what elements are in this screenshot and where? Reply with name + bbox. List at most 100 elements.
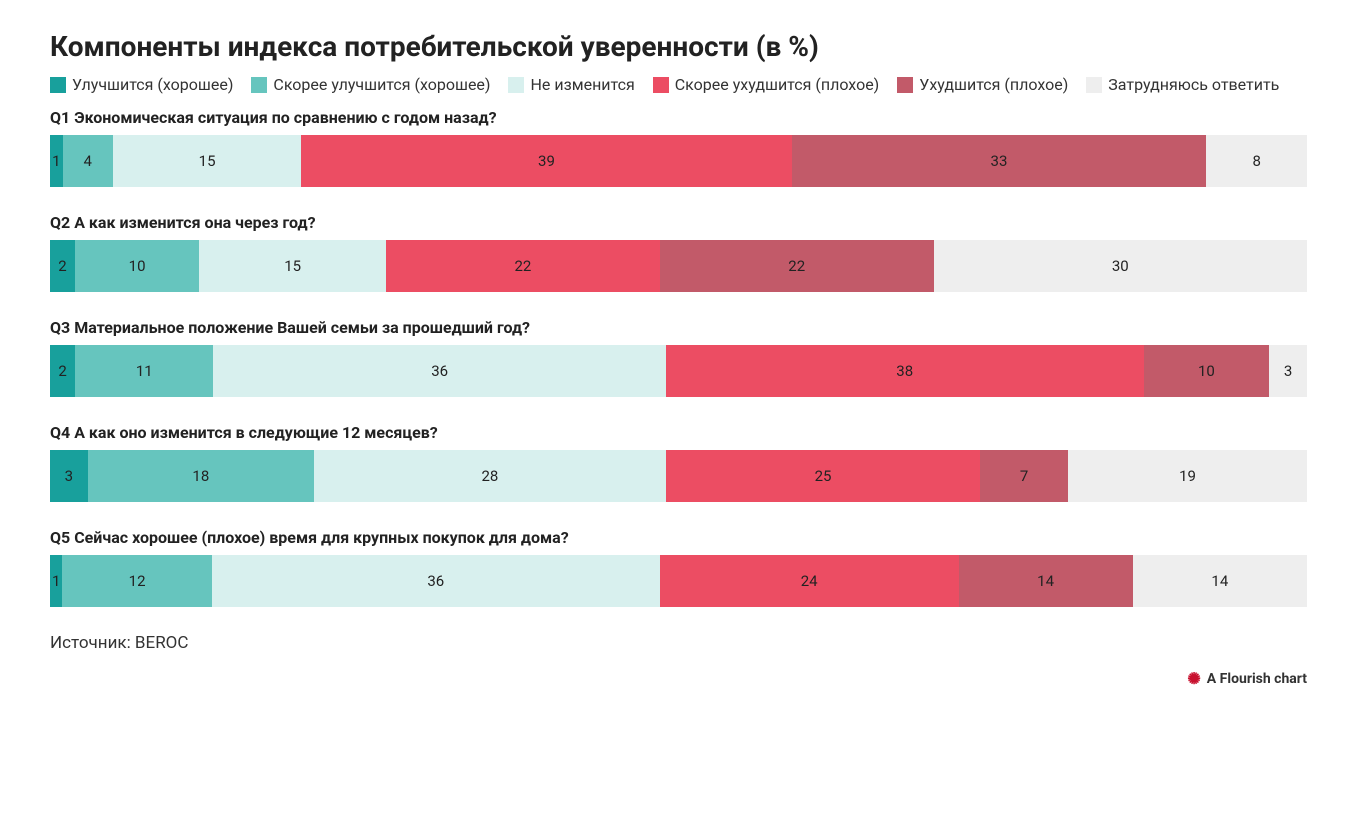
question-label: Q5 Сейчас хорошее (плохое) время для кру… (50, 528, 1307, 547)
bar-segment: 24 (660, 555, 959, 607)
bar-segment: 28 (314, 450, 666, 502)
bar-segment-value: 3 (65, 467, 73, 485)
bar-segment: 7 (980, 450, 1068, 502)
legend-item: Улучшится (хорошее) (50, 75, 233, 94)
bar-segment: 3 (1269, 345, 1307, 397)
legend-swatch (897, 77, 913, 93)
bar-segment-value: 10 (1198, 362, 1215, 380)
stacked-bar: 1 12 36 24 14 14 (50, 555, 1307, 607)
bar-segment: 33 (792, 135, 1207, 187)
bar-segment: 2 (50, 345, 75, 397)
bar-segment: 22 (660, 240, 934, 292)
bar-segment-value: 11 (136, 362, 153, 380)
question-label: Q1 Экономическая ситуация по сравнению с… (50, 108, 1307, 127)
bar-segment: 36 (213, 345, 666, 397)
bar-segment-value: 33 (991, 152, 1008, 170)
bar-segment: 2 (50, 240, 75, 292)
legend-swatch (251, 77, 267, 93)
stacked-bar: 2 11 36 38 10 3 (50, 345, 1307, 397)
question-group: Q5 Сейчас хорошее (плохое) время для кру… (50, 528, 1307, 607)
bar-segment: 15 (199, 240, 386, 292)
bar-segment-value: 1 (52, 152, 60, 170)
bar-segment: 10 (1144, 345, 1270, 397)
stacked-bar: 2 10 15 22 22 30 (50, 240, 1307, 292)
bar-segment: 14 (1133, 555, 1307, 607)
flourish-icon: ✺ (1187, 671, 1200, 687)
legend-item: Скорее ухудшится (плохое) (653, 75, 880, 94)
bar-segment-value: 2 (58, 257, 66, 275)
question-label: Q4 А как оно изменится в следующие 12 ме… (50, 423, 1307, 442)
bar-segment: 10 (75, 240, 199, 292)
bar-segment-value: 22 (788, 257, 805, 275)
bar-segment-value: 2 (58, 362, 66, 380)
bar-segment-value: 38 (896, 362, 913, 380)
legend-item: Затрудняюсь ответить (1086, 75, 1279, 94)
legend-swatch (1086, 77, 1102, 93)
bar-segment-value: 18 (192, 467, 209, 485)
bar-segment: 38 (666, 345, 1144, 397)
legend-label: Затрудняюсь ответить (1108, 75, 1279, 94)
bar-segment: 15 (113, 135, 302, 187)
bar-segment-value: 14 (1037, 572, 1054, 590)
legend-label: Ухудшится (плохое) (919, 75, 1068, 94)
bar-segment-value: 7 (1020, 467, 1028, 485)
bar-segment: 11 (75, 345, 213, 397)
legend-item: Скорее улучшится (хорошее) (251, 75, 490, 94)
legend-label: Не изменится (530, 75, 634, 94)
question-group: Q3 Материальное положение Вашей семьи за… (50, 318, 1307, 397)
bar-segment-value: 19 (1179, 467, 1196, 485)
bar-segment-value: 15 (284, 257, 301, 275)
chart-body: Q1 Экономическая ситуация по сравнению с… (50, 108, 1307, 607)
bar-segment-value: 30 (1112, 257, 1129, 275)
bar-segment: 4 (63, 135, 113, 187)
bar-segment-value: 1 (52, 572, 60, 590)
bar-segment-value: 25 (815, 467, 832, 485)
legend-label: Скорее улучшится (хорошее) (273, 75, 490, 94)
footer-credit-text: A Flourish chart (1207, 671, 1307, 687)
bar-segment: 39 (301, 135, 791, 187)
legend-label: Улучшится (хорошее) (72, 75, 233, 94)
bar-segment-value: 15 (199, 152, 216, 170)
legend-swatch (508, 77, 524, 93)
bar-segment-value: 22 (514, 257, 531, 275)
stacked-bar: 1 4 15 39 33 8 (50, 135, 1307, 187)
question-label: Q3 Материальное положение Вашей семьи за… (50, 318, 1307, 337)
bar-segment: 36 (212, 555, 660, 607)
bar-segment: 1 (50, 555, 62, 607)
question-label: Q2 А как изменится она через год? (50, 213, 1307, 232)
legend-item: Не изменится (508, 75, 634, 94)
bar-segment-value: 14 (1211, 572, 1228, 590)
bar-segment-value: 4 (83, 152, 91, 170)
bar-segment: 3 (50, 450, 88, 502)
chart-legend: Улучшится (хорошее) Скорее улучшится (хор… (50, 75, 1307, 94)
bar-segment: 19 (1068, 450, 1307, 502)
bar-segment: 18 (88, 450, 314, 502)
bar-segment-value: 12 (129, 572, 146, 590)
legend-swatch (50, 77, 66, 93)
bar-segment: 8 (1206, 135, 1307, 187)
bar-segment: 1 (50, 135, 63, 187)
chart-title: Компоненты индекса потребительской увере… (50, 30, 1307, 63)
legend-label: Скорее ухудшится (плохое) (675, 75, 880, 94)
stacked-bar: 3 18 28 25 7 19 (50, 450, 1307, 502)
question-group: Q4 А как оно изменится в следующие 12 ме… (50, 423, 1307, 502)
legend-item: Ухудшится (плохое) (897, 75, 1068, 94)
bar-segment-value: 10 (129, 257, 146, 275)
legend-swatch (653, 77, 669, 93)
chart-source: Источник: BEROC (50, 633, 1307, 653)
bar-segment-value: 39 (538, 152, 555, 170)
question-group: Q1 Экономическая ситуация по сравнению с… (50, 108, 1307, 187)
question-group: Q2 А как изменится она через год? 2 10 15 22… (50, 213, 1307, 292)
bar-segment-value: 36 (431, 362, 448, 380)
bar-segment: 22 (386, 240, 660, 292)
footer-credit: ✺ A Flourish chart (50, 671, 1307, 687)
bar-segment: 12 (62, 555, 211, 607)
bar-segment-value: 8 (1252, 152, 1260, 170)
bar-segment: 30 (934, 240, 1307, 292)
bar-segment: 25 (666, 450, 980, 502)
bar-segment: 14 (959, 555, 1133, 607)
bar-segment-value: 36 (427, 572, 444, 590)
bar-segment-value: 24 (801, 572, 818, 590)
bar-segment-value: 3 (1284, 362, 1292, 380)
bar-segment-value: 28 (481, 467, 498, 485)
